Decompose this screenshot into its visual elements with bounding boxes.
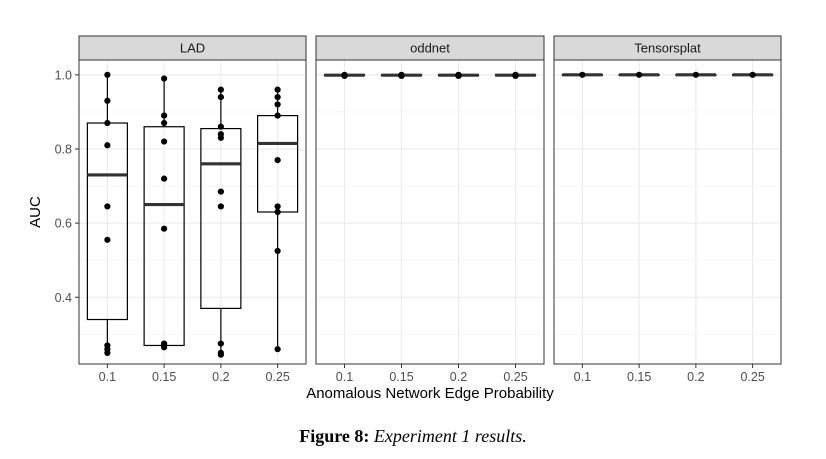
data-point (104, 142, 111, 149)
panel-border-lad (78, 59, 307, 365)
data-point (161, 75, 168, 82)
data-point (398, 72, 405, 80)
figure-caption: Figure 8: Experiment 1 results. (0, 426, 826, 447)
box-lad-0.2 (200, 127, 242, 309)
box-lad-0.15 (143, 126, 185, 347)
data-point (217, 93, 224, 101)
x-tick-label: 0.1 (99, 370, 116, 384)
caption-label: Figure 8: (299, 426, 370, 446)
x-tick-label: 0.25 (503, 370, 527, 384)
data-point (104, 349, 111, 356)
data-point (104, 236, 111, 243)
y-tick-label: 0.8 (55, 142, 72, 156)
facet-label-lad: LAD (180, 41, 205, 56)
data-point (217, 188, 224, 195)
x-tick-label: 0.15 (389, 370, 413, 384)
facet-label-oddnet: oddnet (410, 41, 450, 56)
panel-background-tensorsplat (554, 60, 781, 364)
x-axis-title: Anomalous Network Edge Probability (306, 385, 554, 402)
data-point (161, 175, 168, 182)
data-point (161, 112, 168, 119)
data-point (636, 71, 643, 78)
y-tick-label: 0.6 (55, 217, 72, 231)
data-point (217, 351, 224, 358)
data-point (692, 71, 699, 78)
data-point (104, 97, 111, 104)
caption-text: Experiment 1 results. (373, 426, 527, 446)
x-tick-label: 0.2 (450, 370, 467, 384)
data-point (579, 71, 586, 78)
panel-background-oddnet (316, 60, 544, 364)
x-tick-label: 0.1 (336, 370, 353, 384)
data-point (217, 86, 224, 93)
data-point (274, 101, 281, 108)
data-point (217, 340, 224, 347)
facet-strip-oddnet (315, 35, 545, 61)
data-point (749, 71, 756, 78)
x-tick-label: 0.25 (740, 370, 764, 384)
data-point (274, 247, 281, 255)
data-point (161, 344, 168, 351)
data-point (161, 119, 168, 127)
x-tick-label: 0.2 (687, 370, 704, 384)
data-point (274, 156, 281, 164)
data-point (274, 203, 281, 210)
y-tick-label: 0.4 (55, 291, 72, 305)
data-point (217, 134, 224, 141)
data-point (274, 208, 281, 216)
y-axis-title: AUC (27, 196, 44, 228)
data-point (104, 119, 111, 127)
x-tick-label: 0.15 (152, 370, 176, 384)
faceted-boxplot-chart: LAD 0.1 0.15 0.2 0.25 oddnet 0.1 0.15 0.2 0.25 Ten… (27, 35, 782, 402)
facet-strip-lad (78, 35, 307, 61)
data-point (341, 72, 348, 80)
x-tick-label: 0.1 (574, 370, 591, 384)
panel-border-tensorsplat (553, 59, 782, 365)
data-point (104, 203, 111, 210)
x-tick-label: 0.25 (265, 370, 289, 384)
facet-strip-tensorsplat (553, 35, 782, 61)
data-point (217, 203, 224, 210)
data-point (217, 123, 224, 130)
data-point (274, 346, 281, 353)
x-tick-label: 0.2 (212, 370, 229, 384)
x-tick-label: 0.15 (627, 370, 651, 384)
data-point (274, 93, 281, 101)
y-tick-label: 1.0 (55, 68, 72, 82)
data-point (274, 86, 281, 93)
box-lad-0.1 (86, 122, 128, 321)
panel-border-oddnet (315, 59, 545, 365)
box-lad-0.25 (257, 115, 299, 213)
data-point (161, 138, 168, 145)
data-point (104, 71, 111, 78)
data-point (512, 72, 519, 80)
data-point (161, 225, 168, 232)
data-point (274, 112, 281, 119)
facet-label-tensorsplat: Tensorsplat (634, 41, 701, 56)
data-point (455, 72, 462, 80)
